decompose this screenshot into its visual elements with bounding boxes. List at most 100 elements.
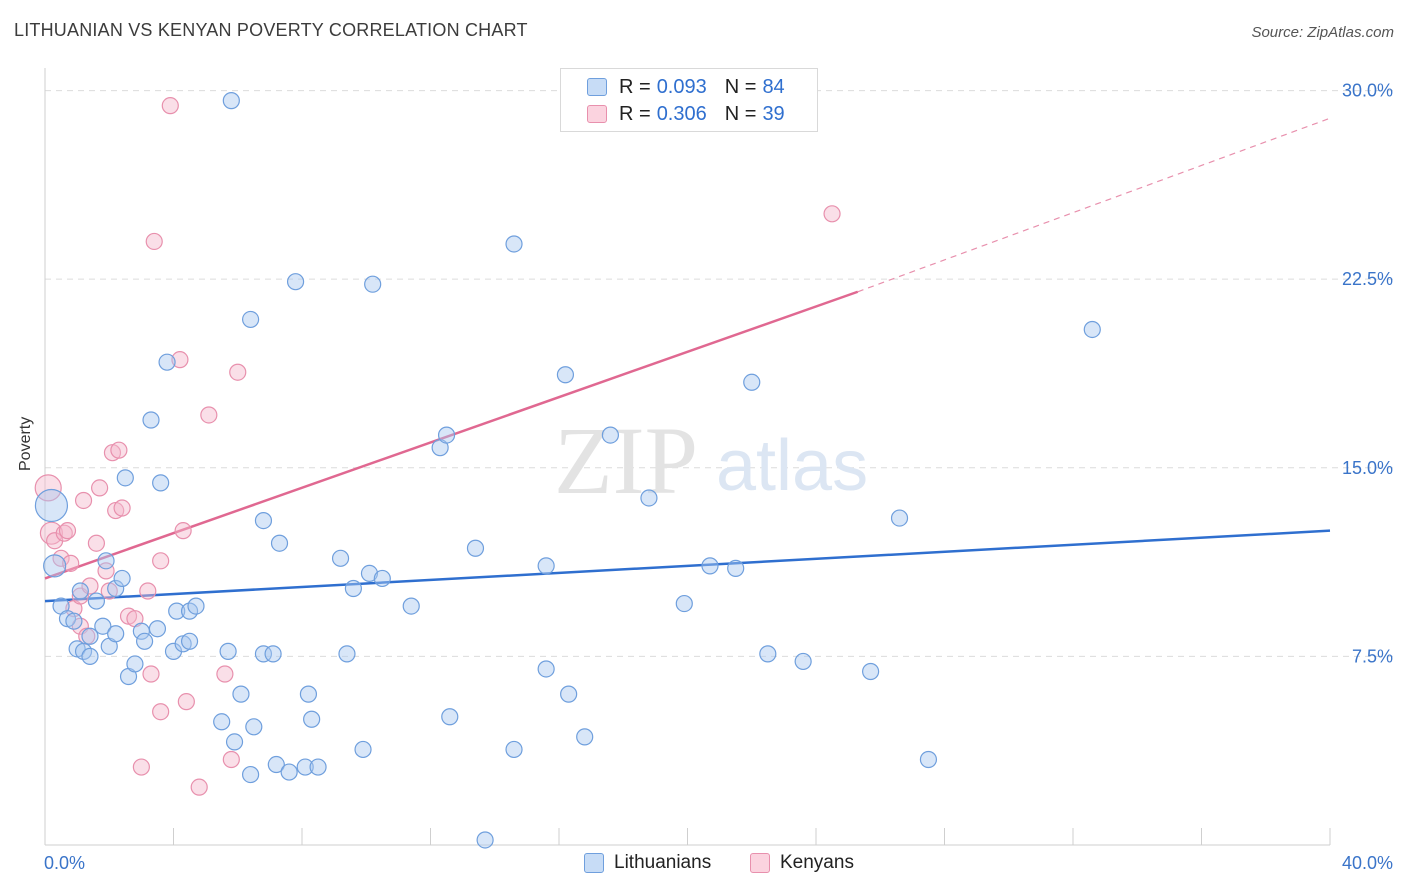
legend-n-value: 39 bbox=[762, 102, 785, 125]
legend-swatch-pink bbox=[587, 105, 607, 123]
point-lithuanians bbox=[402, 597, 420, 615]
point-lithuanians bbox=[286, 273, 305, 291]
legend-row-kenyans: R = 0.306 N = 39 bbox=[587, 102, 785, 126]
point-kenyans bbox=[113, 499, 131, 517]
point-lithuanians bbox=[34, 488, 69, 523]
data-points bbox=[34, 92, 1101, 849]
point-lithuanians bbox=[219, 642, 237, 660]
point-kenyans bbox=[132, 758, 150, 776]
point-lithuanians bbox=[107, 625, 125, 643]
point-lithuanians bbox=[187, 597, 205, 615]
series-label-kenyans: Kenyans bbox=[780, 852, 854, 873]
point-kenyans bbox=[110, 441, 128, 459]
point-lithuanians bbox=[296, 758, 314, 776]
point-kenyans bbox=[142, 665, 160, 683]
point-lithuanians bbox=[862, 662, 880, 681]
point-kenyans bbox=[87, 534, 106, 552]
x-tick-label: 40.0% bbox=[1342, 853, 1393, 873]
point-kenyans bbox=[200, 406, 218, 424]
point-lithuanians bbox=[1083, 320, 1101, 339]
axes bbox=[44, 68, 1331, 846]
y-tick-label: 30.0% bbox=[1342, 81, 1393, 101]
point-kenyans bbox=[91, 479, 109, 497]
point-lithuanians bbox=[180, 632, 199, 650]
point-lithuanians bbox=[743, 373, 761, 391]
point-lithuanians bbox=[225, 733, 244, 751]
trend-line-kenyans-extension bbox=[857, 117, 1331, 293]
point-lithuanians bbox=[560, 685, 578, 703]
series-legend-lithuanians[interactable]: Lithuanians bbox=[584, 852, 711, 874]
point-lithuanians bbox=[537, 660, 555, 678]
legend-r-label: R = bbox=[619, 102, 651, 125]
point-kenyans bbox=[161, 97, 179, 115]
legend-row-lithuanians: R = 0.093 N = 84 bbox=[587, 75, 785, 99]
point-lithuanians bbox=[158, 353, 176, 371]
point-kenyans bbox=[152, 552, 170, 570]
point-lithuanians bbox=[97, 552, 115, 570]
point-lithuanians bbox=[267, 755, 285, 774]
point-lithuanians bbox=[364, 275, 382, 293]
legend-r-label: R = bbox=[619, 75, 651, 98]
grid-lines bbox=[45, 90, 1395, 657]
point-lithuanians bbox=[135, 632, 154, 650]
point-lithuanians bbox=[576, 728, 594, 746]
point-lithuanians bbox=[505, 740, 523, 759]
point-lithuanians bbox=[360, 564, 379, 583]
legend-n-value: 84 bbox=[762, 75, 785, 98]
watermark-zip: ZIP bbox=[554, 407, 698, 514]
point-kenyans bbox=[55, 524, 73, 542]
point-lithuanians bbox=[87, 592, 106, 610]
trend-lines bbox=[44, 117, 1331, 603]
point-lithuanians bbox=[299, 685, 318, 703]
point-lithuanians bbox=[303, 710, 321, 728]
point-lithuanians bbox=[222, 92, 240, 110]
watermark-atlas: atlas bbox=[716, 426, 868, 506]
chart-source: Source: ZipAtlas.com bbox=[1251, 24, 1394, 41]
legend-r-value: 0.306 bbox=[656, 102, 707, 125]
point-lithuanians bbox=[126, 655, 144, 673]
point-lithuanians bbox=[727, 559, 745, 577]
point-lithuanians bbox=[148, 620, 167, 638]
y-tick-label: 15.0% bbox=[1342, 458, 1393, 478]
point-lithuanians bbox=[94, 617, 112, 635]
point-lithuanians bbox=[81, 627, 99, 645]
point-lithuanians bbox=[919, 750, 938, 769]
point-lithuanians bbox=[794, 652, 812, 671]
point-lithuanians bbox=[71, 582, 89, 600]
point-lithuanians bbox=[537, 557, 555, 575]
point-lithuanians bbox=[373, 569, 391, 588]
series-swatch-pink bbox=[750, 853, 770, 873]
legend-n-label: N = bbox=[724, 102, 757, 125]
series-legend-kenyans[interactable]: Kenyans bbox=[750, 852, 854, 874]
point-lithuanians bbox=[344, 579, 362, 598]
series-label-lithuanians: Lithuanians bbox=[614, 852, 712, 873]
point-lithuanians bbox=[675, 594, 693, 613]
point-lithuanians bbox=[81, 647, 99, 665]
point-lithuanians bbox=[466, 539, 485, 557]
point-kenyans bbox=[152, 703, 170, 721]
point-kenyans bbox=[145, 232, 163, 251]
point-lithuanians bbox=[43, 554, 67, 578]
point-kenyans bbox=[34, 474, 62, 502]
point-lithuanians bbox=[270, 534, 289, 552]
point-kenyans bbox=[58, 522, 77, 540]
point-kenyans bbox=[97, 562, 115, 580]
legend-n-label: N = bbox=[724, 75, 757, 98]
point-lithuanians bbox=[113, 569, 131, 588]
point-lithuanians bbox=[556, 366, 575, 384]
point-lithuanians bbox=[441, 708, 459, 726]
point-lithuanians bbox=[254, 645, 273, 663]
series-swatch-blue bbox=[584, 853, 604, 873]
watermark: ZIP atlas bbox=[554, 407, 868, 514]
trend-line-kenyans bbox=[44, 290, 859, 580]
legend-swatch-blue bbox=[587, 78, 607, 96]
series-legend: Lithuanians Kenyans bbox=[0, 852, 1406, 878]
point-lithuanians bbox=[168, 602, 186, 620]
point-lithuanians bbox=[107, 579, 125, 598]
point-lithuanians bbox=[331, 549, 350, 567]
point-kenyans bbox=[139, 582, 157, 600]
point-lithuanians bbox=[890, 509, 909, 527]
point-kenyans bbox=[171, 351, 189, 369]
point-lithuanians bbox=[242, 310, 260, 329]
